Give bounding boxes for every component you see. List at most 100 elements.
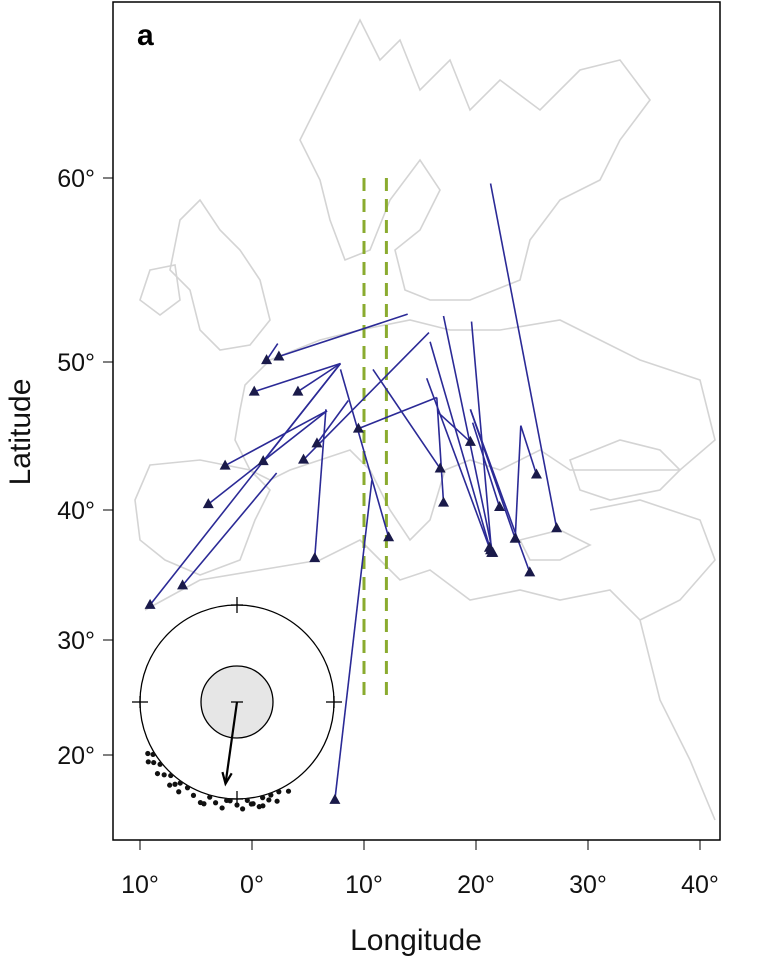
- track-line: [442, 315, 494, 554]
- inset-direction-dot: [176, 789, 182, 795]
- inset-direction-dot: [184, 785, 191, 791]
- end-triangle-marker: [486, 546, 498, 557]
- inset-direction-dot: [150, 751, 156, 758]
- circular-inset: [132, 597, 342, 812]
- track-line: [207, 410, 328, 505]
- y-tick-label: 20°: [57, 742, 95, 770]
- inset-direction-dot: [248, 801, 254, 807]
- track-line: [429, 341, 492, 551]
- inset-direction-dot: [274, 798, 280, 804]
- inset-direction-dot: [207, 794, 213, 800]
- inset-direction-dot: [157, 761, 163, 767]
- inset-direction-dot: [145, 759, 151, 765]
- inset-direction-dot: [219, 805, 225, 811]
- inset-direction-dot: [285, 788, 292, 794]
- inset-mean-vector-arrow: [224, 701, 239, 784]
- x-axis-title: Longitude: [350, 924, 482, 957]
- y-axis-title: Latitude: [4, 379, 37, 486]
- end-triangle-marker: [309, 552, 321, 563]
- end-triangle-marker: [509, 532, 521, 543]
- track-line: [313, 409, 327, 559]
- track-line: [334, 480, 373, 800]
- y-tick-label: 60°: [57, 165, 95, 193]
- inset-direction-dot: [161, 772, 167, 778]
- inset-direction-dot: [168, 772, 174, 779]
- end-triangle-marker: [329, 793, 341, 804]
- inset-direction-dot: [212, 800, 219, 806]
- end-triangle-marker: [524, 566, 536, 577]
- axes: 10° 0° 10° 20° 30° 40° 20° 30° 40° 50° 60°: [57, 165, 719, 899]
- track-line: [372, 368, 441, 470]
- track-line: [181, 472, 278, 586]
- end-triangle-marker: [273, 350, 285, 361]
- inset-direction-dot: [190, 792, 197, 798]
- end-triangle-marker: [434, 462, 446, 473]
- inset-direction-dot: [167, 782, 173, 788]
- x-tick-label: 30°: [569, 871, 607, 899]
- track-line: [489, 183, 558, 529]
- inset-direction-dot: [201, 801, 207, 807]
- plot-frame: [112, 1, 721, 841]
- end-triangle-marker: [248, 385, 260, 396]
- end-triangle-marker: [438, 496, 450, 507]
- end-triangle-marker: [298, 453, 310, 464]
- track-line: [471, 422, 501, 508]
- end-triangle-marker: [464, 435, 476, 446]
- end-triangle-marker: [383, 531, 395, 542]
- inset-direction-dot: [276, 789, 282, 795]
- end-triangle-marker: [494, 501, 506, 512]
- y-tick-label: 40°: [57, 497, 95, 525]
- track-line: [425, 378, 491, 548]
- track-line: [514, 425, 522, 539]
- inset-direction-dot: [224, 797, 230, 804]
- end-triangle-marker: [257, 455, 269, 466]
- inset-arrowhead: [221, 771, 233, 787]
- inset-direction-dot: [145, 750, 151, 757]
- track-line: [339, 369, 390, 538]
- y-tick-label: 30°: [57, 627, 95, 655]
- track-line: [224, 410, 328, 467]
- inset-direction-dot: [177, 780, 183, 786]
- inset-direction-dot: [268, 792, 274, 798]
- x-tick-label: 10°: [345, 871, 383, 899]
- track-line: [302, 331, 430, 461]
- track-line: [436, 397, 445, 503]
- inset-direction-dot: [239, 806, 246, 812]
- end-triangle-marker: [261, 354, 273, 365]
- track-line: [469, 409, 531, 573]
- end-triangle-marker: [219, 459, 231, 470]
- track-line: [149, 362, 342, 606]
- track-line: [520, 425, 538, 475]
- track-line: [316, 400, 349, 444]
- inset-direction-dot: [172, 781, 178, 787]
- track-line: [358, 396, 438, 430]
- track-line: [265, 343, 279, 361]
- end-triangle-marker: [202, 498, 214, 509]
- track-line: [470, 321, 493, 553]
- end-triangle-marker: [551, 522, 563, 533]
- end-triangle-marker: [311, 437, 323, 448]
- track-line: [253, 362, 341, 393]
- panel-label: a: [137, 19, 154, 52]
- end-triangle-marker: [530, 468, 542, 479]
- end-triangle-marker: [292, 385, 304, 396]
- end-triangle-marker: [144, 598, 156, 609]
- inset-direction-dot: [151, 759, 157, 766]
- x-tick-label: 40°: [681, 871, 719, 899]
- x-tick-label: 0°: [240, 871, 264, 899]
- inset-direction-dot: [234, 802, 240, 808]
- inset-direction-dot: [266, 797, 272, 803]
- y-tick-label: 50°: [57, 349, 95, 377]
- inset-direction-dot: [244, 797, 250, 804]
- inset-direction-dot: [260, 795, 266, 801]
- end-triangle-marker: [352, 422, 364, 433]
- x-tick-label: 20°: [457, 871, 495, 899]
- inset-direction-dot: [260, 803, 266, 809]
- reference-lines: [362, 178, 388, 700]
- track-line: [297, 362, 341, 393]
- inset-direction-dot: [154, 770, 161, 777]
- x-tick-label: 10°: [121, 871, 159, 899]
- track-line: [278, 313, 408, 358]
- tracks-layer: [144, 183, 563, 804]
